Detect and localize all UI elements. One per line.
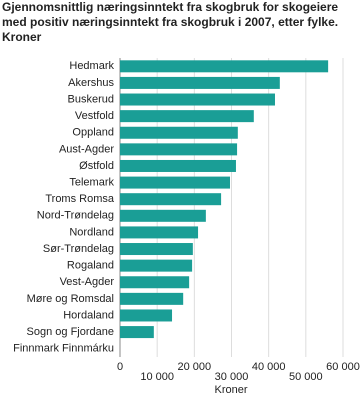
- y-tick-label: Hedmark: [69, 60, 114, 72]
- bar: [120, 259, 193, 272]
- x-axis-label: Kroner: [214, 384, 247, 396]
- bar: [120, 209, 206, 222]
- y-tick-label: Nord-Trøndelag: [37, 210, 114, 222]
- x-tick-label: 50 000: [289, 371, 323, 383]
- chart-title: med positiv næringsinntekt fra skogbruk …: [2, 15, 338, 29]
- bar: [120, 326, 154, 339]
- bar: [120, 276, 190, 289]
- bar: [120, 159, 236, 172]
- y-tick-label: Finnmark Finnmárku: [13, 343, 114, 355]
- chart-title: Kroner: [2, 30, 42, 44]
- y-tick-label: Telemark: [69, 176, 114, 188]
- x-tick-label: 60 000: [326, 361, 360, 373]
- bar: [120, 126, 238, 139]
- bar: [120, 60, 329, 73]
- bar: [120, 110, 254, 123]
- y-tick-label: Vest-Agder: [60, 276, 115, 288]
- y-tick-label: Buskerud: [68, 93, 114, 105]
- y-tick-label: Aust-Agder: [59, 143, 114, 155]
- y-tick-label: Akershus: [68, 77, 114, 89]
- bar: [120, 292, 184, 305]
- bar: [120, 309, 173, 322]
- y-tick-label: Oppland: [72, 127, 114, 139]
- x-tick-label: 0: [117, 361, 123, 373]
- bar: [120, 193, 222, 206]
- bar: [120, 243, 193, 256]
- x-tick-label: 10 000: [140, 371, 174, 383]
- y-tick-label: Hordaland: [63, 309, 114, 321]
- y-tick-label: Sør-Trøndelag: [43, 243, 114, 255]
- y-tick-label: Østfold: [79, 160, 114, 172]
- x-tick-label: 20 000: [178, 361, 212, 373]
- y-tick-label: Rogaland: [67, 260, 114, 272]
- y-tick-label: Troms Romsa: [45, 193, 115, 205]
- y-tick-label: Sogn og Fjordane: [27, 326, 114, 338]
- x-tick-label: 40 000: [252, 361, 286, 373]
- y-tick-label: Nordland: [69, 226, 114, 238]
- bar: [120, 76, 280, 89]
- bar: [120, 143, 238, 156]
- x-tick-label: 30 000: [215, 371, 249, 383]
- bar: [120, 93, 275, 106]
- bar: [120, 226, 199, 239]
- bar: [120, 176, 231, 189]
- y-tick-label: Møre og Romsdal: [27, 293, 114, 305]
- chart-title: Gjennomsnittlig næringsinntekt fra skogb…: [2, 0, 338, 14]
- y-tick-label: Vestfold: [75, 110, 114, 122]
